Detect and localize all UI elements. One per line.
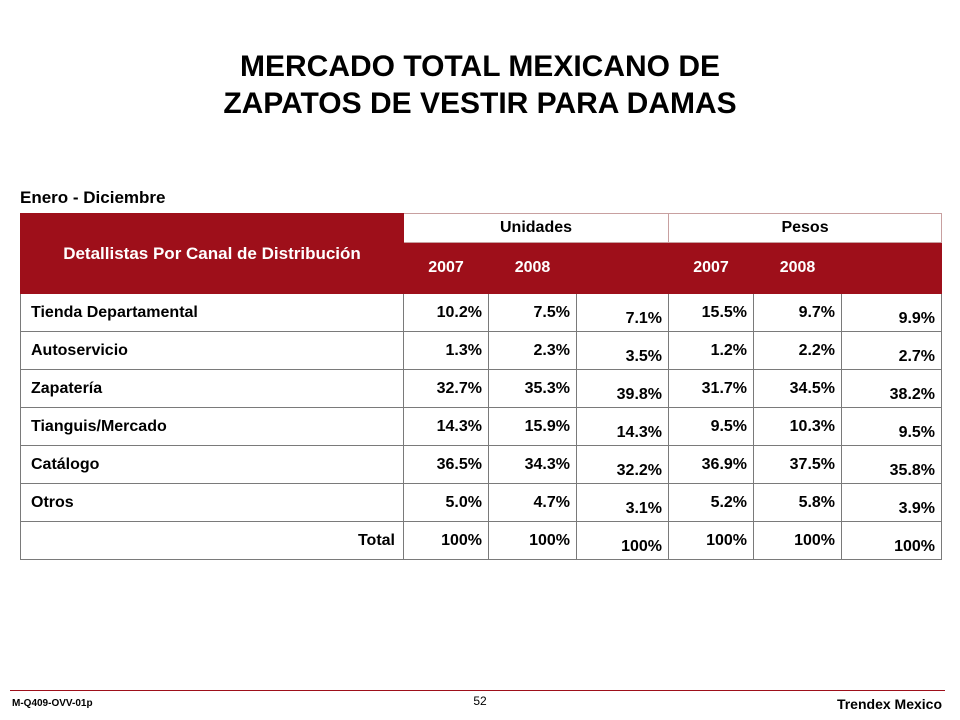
header-year: 2008 (488, 242, 577, 294)
row-label: Zapatería (20, 369, 404, 408)
title-line-2: ZAPATOS DE VESTIR PARA DAMAS (223, 87, 737, 120)
table-cell: 1.2% (668, 331, 755, 370)
footer-code: M-Q409-OVV-01p (12, 698, 93, 709)
table-cell: 3.5% (575, 331, 670, 370)
table-cell: 34.5% (753, 369, 843, 408)
table-cell: 5.0% (403, 483, 489, 522)
header-year: 2008 (753, 242, 843, 294)
table-cell: 100% (753, 521, 843, 560)
table-cell: 3.9% (841, 483, 943, 522)
table-row: Catálogo 36.5% 34.3% 32.2% 36.9% 37.5% 35.8% (20, 445, 943, 484)
table-cell: 14.3% (403, 407, 489, 446)
table-cell: 9.9% (841, 293, 943, 332)
table-cell: 100% (668, 521, 755, 560)
table-cell: 9.7% (753, 293, 843, 332)
table-cell: 14.3% (575, 407, 670, 446)
table-cell: 5.8% (753, 483, 843, 522)
table-cell: 9.5% (668, 407, 755, 446)
row-label: Tienda Departamental (20, 293, 404, 332)
footer-divider (10, 690, 945, 691)
table-row: Total 100% 100% 100% 100% 100% 100% (20, 521, 943, 560)
header-units: Unidades (402, 213, 670, 243)
period-label: Enero - Diciembre (20, 188, 166, 207)
table-body: Tienda Departamental 10.2% 7.5% 7.1% 15.5% 9.… (20, 293, 943, 560)
header-year (575, 242, 670, 294)
header-year (841, 242, 943, 294)
table-cell: 15.9% (488, 407, 577, 446)
table-cell: 34.3% (488, 445, 577, 484)
table-cell: 1.3% (403, 331, 489, 370)
table-cell: 10.2% (403, 293, 489, 332)
table-row: Autoservicio 1.3% 2.3% 3.5% 1.2% 2.2% 2.7% (20, 331, 943, 370)
table-cell: 4.7% (488, 483, 577, 522)
row-label: Tianguis/Mercado (20, 407, 404, 446)
title-line-1: MERCADO TOTAL MEXICANO DE (239, 50, 720, 83)
table-cell: 32.7% (403, 369, 489, 408)
table-cell: 32.2% (575, 445, 670, 484)
table-cell: 100% (488, 521, 577, 560)
table-cell: 3.1% (575, 483, 670, 522)
table-row: Tianguis/Mercado 14.3% 15.9% 14.3% 9.5% 10.3%… (20, 407, 943, 446)
table-cell: 38.2% (841, 369, 943, 408)
table-cell: 36.9% (668, 445, 755, 484)
row-label: Total (20, 521, 404, 560)
page-number: 52 (473, 694, 487, 708)
header-year: 2007 (668, 242, 755, 294)
table-cell: 37.5% (753, 445, 843, 484)
header-year: 2007 (403, 242, 489, 294)
table-row: Otros 5.0% 4.7% 3.1% 5.2% 5.8% 3.9% (20, 483, 943, 522)
table-cell: 31.7% (668, 369, 755, 408)
table-cell: 7.5% (488, 293, 577, 332)
table-cell: 15.5% (668, 293, 755, 332)
table-cell: 2.7% (841, 331, 943, 370)
table-cell: 2.3% (488, 331, 577, 370)
header-pesos: Pesos (668, 213, 943, 243)
table-cell: 35.8% (841, 445, 943, 484)
table-cell: 9.5% (841, 407, 943, 446)
header-channel: Detallistas Por Canal de Distribución (20, 213, 404, 294)
distribution-table: Detallistas Por Canal de Distribución Un… (20, 213, 943, 560)
table-cell: 36.5% (403, 445, 489, 484)
row-label: Otros (20, 483, 404, 522)
table-cell: 2.2% (753, 331, 843, 370)
table-cell: 100% (403, 521, 489, 560)
table-cell: 5.2% (668, 483, 755, 522)
footer-brand: Trendex Mexico (836, 696, 942, 712)
table-cell: 10.3% (753, 407, 843, 446)
table-cell: 39.8% (575, 369, 670, 408)
table-row: Zapatería 32.7% 35.3% 39.8% 31.7% 34.5% 38.2% (20, 369, 943, 408)
row-label: Catálogo (20, 445, 404, 484)
table-cell: 100% (575, 521, 670, 560)
table-cell: 35.3% (488, 369, 577, 408)
row-label: Autoservicio (20, 331, 404, 370)
table-cell: 7.1% (575, 293, 670, 332)
page-title: MERCADO TOTAL MEXICANO DE ZAPATOS DE VES… (0, 48, 960, 122)
table-row: Tienda Departamental 10.2% 7.5% 7.1% 15.5% 9.… (20, 293, 943, 332)
table-cell: 100% (841, 521, 943, 560)
